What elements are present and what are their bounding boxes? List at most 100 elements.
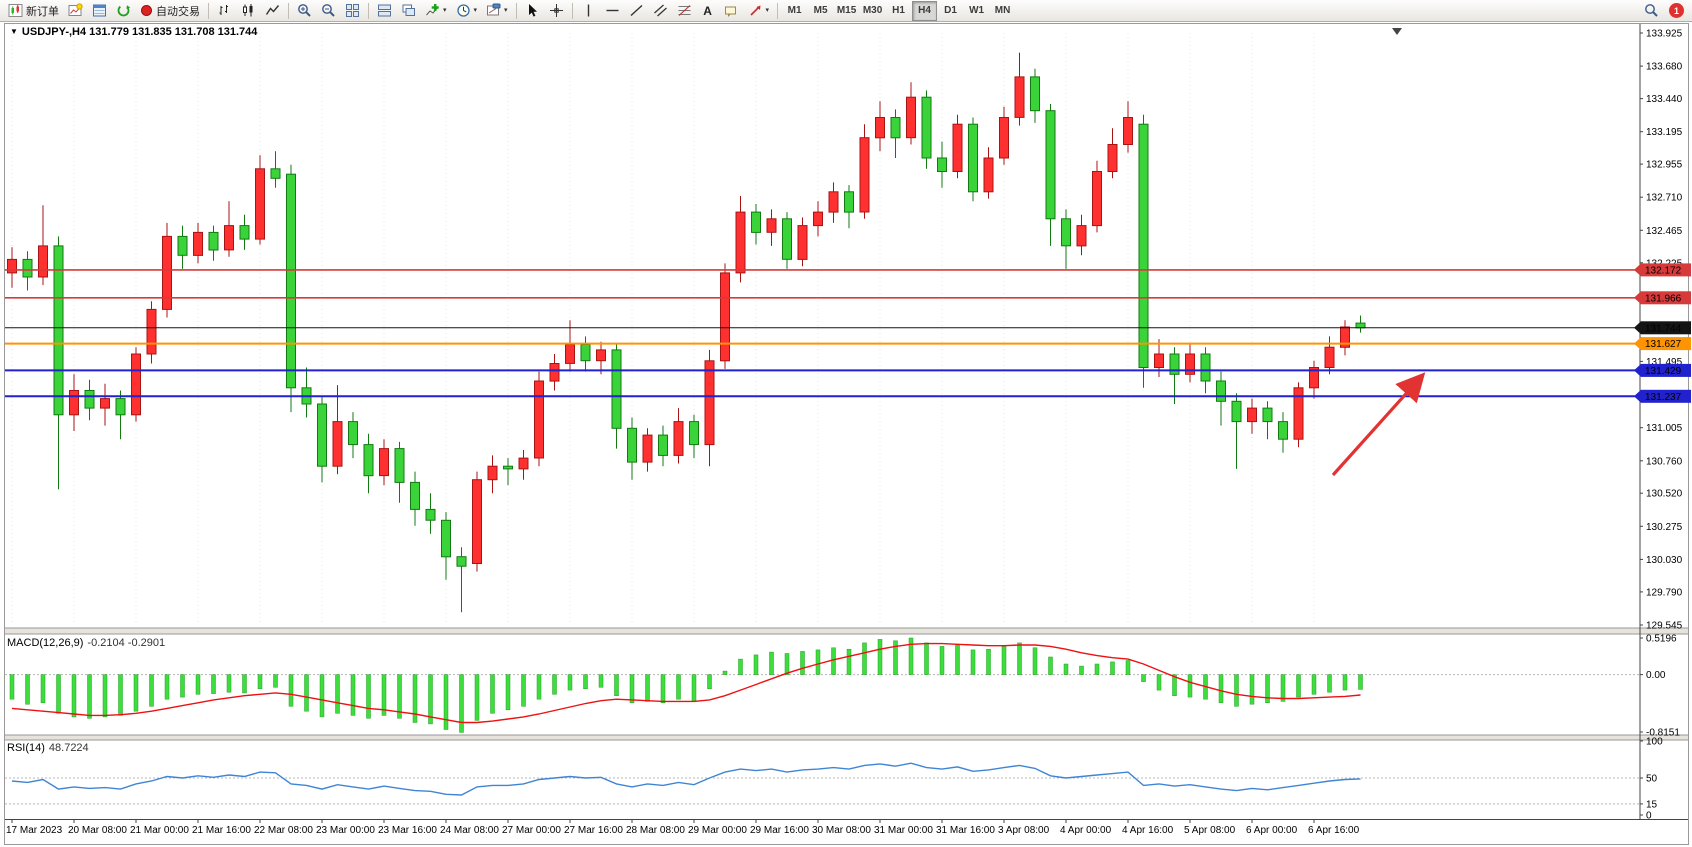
- candlestick-chart-button[interactable]: [237, 1, 260, 21]
- line-chart-icon: [265, 5, 280, 15]
- svg-text:133.925: 133.925: [1646, 29, 1683, 40]
- timeframe-w1-button[interactable]: W1: [964, 1, 989, 21]
- svg-text:30 Mar 08:00: 30 Mar 08:00: [812, 825, 871, 836]
- svg-text:0.5196: 0.5196: [1646, 634, 1677, 645]
- svg-text:133.195: 133.195: [1646, 127, 1683, 138]
- timeframe-m1-button[interactable]: M1: [782, 1, 807, 21]
- svg-text:131.744: 131.744: [1645, 323, 1682, 334]
- template-icon: [487, 3, 501, 16]
- search-icon: [1645, 4, 1658, 17]
- toolbar-right-group: 1: [1640, 1, 1688, 21]
- horizontal-line-button[interactable]: [601, 1, 624, 21]
- horizontal-lines: [5, 269, 1640, 398]
- fibonacci-icon: [678, 5, 691, 16]
- chevron-down-icon: ▾: [443, 7, 447, 14]
- svg-text:132.465: 132.465: [1646, 226, 1683, 237]
- text-label-button[interactable]: [720, 1, 743, 21]
- grid: [11, 33, 1315, 625]
- macd-values: -0.2104 -0.2901: [87, 637, 166, 649]
- rsi-panel-label: RSI(14) 48.7224: [7, 742, 89, 754]
- periods-button[interactable]: ▾: [452, 1, 482, 21]
- indicators-button[interactable]: ▾: [421, 1, 451, 21]
- zoom-in-icon: [298, 4, 311, 17]
- arrange-windows-icon: [378, 4, 391, 17]
- notification-badge[interactable]: 1: [1669, 3, 1684, 18]
- svg-text:29 Mar 00:00: 29 Mar 00:00: [688, 825, 747, 836]
- crosshair-button[interactable]: [545, 1, 568, 21]
- candlestick-chart-icon: [243, 4, 253, 17]
- svg-text:0.00: 0.00: [1646, 670, 1666, 681]
- svg-text:133.680: 133.680: [1646, 62, 1683, 73]
- timeframe-h1-button[interactable]: H1: [886, 1, 911, 21]
- tile-windows-button[interactable]: [341, 1, 364, 21]
- svg-text:129.545: 129.545: [1646, 621, 1683, 632]
- zoom-out-icon: [322, 4, 335, 17]
- svg-text:15: 15: [1646, 799, 1658, 810]
- line-chart-button[interactable]: [261, 1, 284, 21]
- zoom-in-button[interactable]: [293, 1, 316, 21]
- chevron-down-icon: ▾: [473, 7, 478, 14]
- autotrading-status-icon: [141, 5, 152, 16]
- svg-text:-0.8151: -0.8151: [1646, 728, 1680, 739]
- new-order-label: 新订单: [26, 5, 59, 18]
- svg-text:131.237: 131.237: [1645, 392, 1682, 403]
- timeframe-m5-button[interactable]: M5: [808, 1, 833, 21]
- market-watch-icon: [93, 4, 106, 17]
- new-chart-icon: [68, 3, 83, 16]
- svg-text:130.520: 130.520: [1646, 489, 1683, 500]
- chevron-down-icon: ▾: [504, 7, 508, 14]
- timeframe-m30-button[interactable]: M30: [860, 1, 885, 21]
- fibonacci-button[interactable]: [673, 1, 696, 21]
- toolbar-separator: [288, 2, 289, 19]
- svg-text:133.440: 133.440: [1646, 94, 1683, 105]
- panel-splitter[interactable]: [5, 627, 1688, 635]
- market-watch-button[interactable]: [88, 1, 111, 21]
- refresh-button[interactable]: [112, 1, 135, 21]
- svg-text:130.275: 130.275: [1646, 522, 1683, 533]
- zoom-out-button[interactable]: [317, 1, 340, 21]
- equidistant-channel-button[interactable]: [649, 1, 672, 21]
- svg-text:23 Mar 00:00: 23 Mar 00:00: [316, 825, 375, 836]
- timeframe-m15-button[interactable]: M15: [834, 1, 859, 21]
- svg-text:131.005: 131.005: [1646, 423, 1683, 434]
- chart-title[interactable]: ▼ USDJPY-,H4 131.779 131.835 131.708 131.…: [10, 26, 257, 38]
- search-button[interactable]: [1640, 1, 1663, 21]
- chart-shift-marker: [1392, 28, 1402, 35]
- candles: [7, 52, 1366, 613]
- svg-text:5 Apr 08:00: 5 Apr 08:00: [1184, 825, 1236, 836]
- new-order-button[interactable]: 新订单: [4, 1, 63, 21]
- cascade-windows-button[interactable]: [397, 1, 420, 21]
- text-tool-icon: A: [703, 3, 712, 18]
- trendline-icon: [630, 4, 643, 17]
- macd-panel-label: MACD(12,26,9) -0.2104 -0.2901: [7, 637, 165, 649]
- chart-expand-icon[interactable]: ▼: [10, 27, 18, 36]
- svg-text:6 Apr 16:00: 6 Apr 16:00: [1308, 825, 1360, 836]
- timeframe-h4-button[interactable]: H4: [912, 0, 938, 21]
- svg-text:27 Mar 00:00: 27 Mar 00:00: [502, 825, 561, 836]
- vertical-line-button[interactable]: [577, 1, 600, 21]
- trendline-button[interactable]: [625, 1, 648, 21]
- chart-window[interactable]: 0.5196 0.00 -0.8151 100 50 15 0 133.925 133.680 1…: [0, 22, 1692, 847]
- autotrading-button[interactable]: 自动交易: [136, 1, 204, 21]
- timeframe-mn-button[interactable]: MN: [990, 1, 1015, 21]
- equidistant-channel-icon: [653, 4, 667, 17]
- arrows-icon: [749, 5, 761, 16]
- templates-button[interactable]: ▾: [482, 1, 512, 21]
- trend-arrow[interactable]: [1331, 372, 1426, 477]
- panel-splitter[interactable]: [5, 734, 1688, 741]
- tile-windows-icon: [346, 4, 359, 17]
- bar-chart-icon: [219, 5, 228, 15]
- svg-text:28 Mar 08:00: 28 Mar 08:00: [626, 825, 685, 836]
- timeframe-d1-button[interactable]: D1: [938, 1, 963, 21]
- cursor-button[interactable]: [521, 1, 544, 21]
- arrows-button[interactable]: ▾: [744, 1, 774, 21]
- rsi-name: RSI(14): [7, 742, 45, 754]
- text-button[interactable]: A: [697, 1, 719, 21]
- new-chart-button[interactable]: [64, 1, 87, 21]
- svg-text:21 Mar 16:00: 21 Mar 16:00: [192, 825, 251, 836]
- bar-chart-button[interactable]: [213, 1, 236, 21]
- svg-text:22 Mar 08:00: 22 Mar 08:00: [254, 825, 313, 836]
- svg-text:131.627: 131.627: [1645, 339, 1682, 350]
- arrange-windows-button[interactable]: [373, 1, 396, 21]
